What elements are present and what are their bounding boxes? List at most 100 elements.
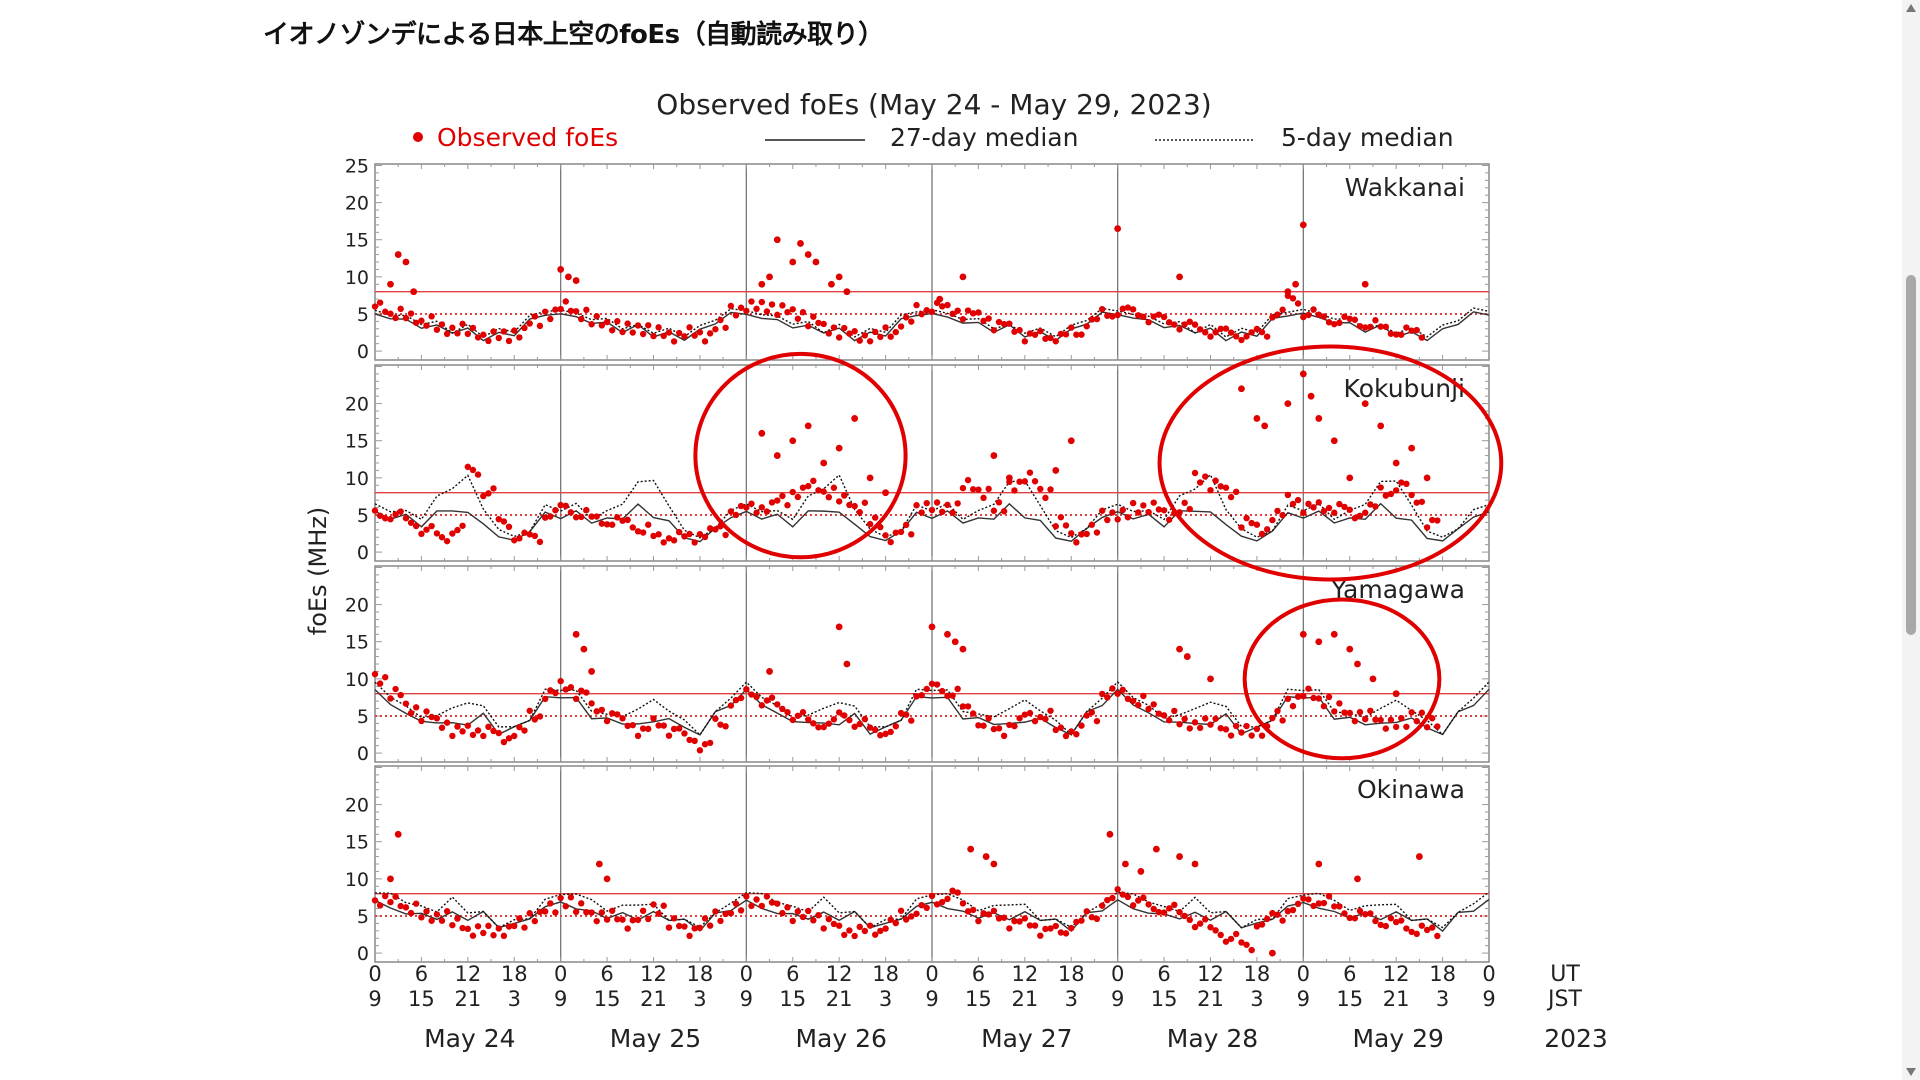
- observed-point: [982, 853, 990, 860]
- observed-point: [397, 691, 404, 699]
- observed-point: [1331, 903, 1338, 910]
- observed-point: [1052, 338, 1059, 345]
- observed-point: [995, 318, 1003, 326]
- observed-point: [624, 722, 631, 730]
- observed-point: [1269, 909, 1276, 917]
- observed-point: [949, 887, 956, 894]
- observed-point: [675, 725, 683, 732]
- observed-point: [701, 915, 709, 922]
- observed-point: [1062, 522, 1070, 529]
- observed-point: [841, 492, 848, 499]
- observed-point: [1191, 719, 1199, 726]
- scroll-up-icon[interactable]: [1906, 4, 1916, 12]
- observed-point: [990, 725, 998, 733]
- observed-point: [567, 307, 575, 315]
- observed-point: [660, 902, 667, 909]
- observed-point: [1403, 723, 1410, 730]
- observed-point: [1052, 726, 1059, 734]
- observed-point: [1021, 711, 1029, 718]
- observed-point: [1387, 330, 1395, 337]
- observed-point: [1274, 311, 1281, 318]
- scrollbar-thumb[interactable]: [1906, 275, 1916, 635]
- vertical-scrollbar[interactable]: [1902, 0, 1920, 1080]
- observed-point: [675, 528, 683, 536]
- observed-point: [603, 875, 611, 883]
- observed-point: [722, 910, 729, 918]
- observed-point: [1037, 932, 1044, 939]
- observed-point: [887, 916, 894, 923]
- observed-point: [1377, 323, 1384, 330]
- observed-point: [882, 489, 889, 497]
- observed-point: [737, 304, 745, 311]
- observed-point: [397, 305, 404, 313]
- observed-point: [418, 530, 425, 538]
- observed-point: [1279, 306, 1286, 313]
- observed-point: [1429, 715, 1436, 722]
- observed-point: [660, 332, 667, 340]
- observed-point: [748, 902, 755, 910]
- observed-point: [1160, 313, 1168, 321]
- observed-point: [1011, 487, 1018, 494]
- y-tick-label: 0: [357, 743, 369, 765]
- observed-point: [516, 915, 523, 922]
- observed-point: [552, 306, 559, 313]
- observed-point: [892, 328, 899, 336]
- observed-point: [1155, 311, 1163, 318]
- observed-point: [495, 729, 502, 737]
- observed-point: [402, 258, 410, 266]
- observed-point: [608, 327, 616, 334]
- observed-point: [536, 908, 544, 916]
- observed-point: [1207, 924, 1214, 931]
- observed-point: [655, 910, 662, 917]
- scroll-down-icon[interactable]: [1906, 1068, 1916, 1076]
- observed-point: [696, 530, 704, 538]
- observed-point: [902, 711, 910, 718]
- observed-point: [1016, 715, 1023, 722]
- median-27day-line: [374, 502, 1490, 543]
- observed-point: [1145, 319, 1152, 326]
- observed-point: [480, 732, 487, 740]
- observed-point: [1351, 515, 1359, 522]
- observed-point: [882, 730, 889, 738]
- observed-point: [1176, 645, 1183, 653]
- observed-point: [1145, 901, 1152, 908]
- observed-point: [449, 530, 456, 537]
- observed-point: [1217, 483, 1224, 490]
- observed-point: [1369, 675, 1377, 683]
- jst-label: JST: [1546, 987, 1582, 1012]
- observed-point: [557, 266, 565, 273]
- observed-point: [608, 521, 616, 528]
- observed-point: [1315, 638, 1323, 646]
- observed-point: [1253, 415, 1261, 422]
- observed-point: [815, 319, 822, 327]
- legend: Observed foEs 27-day median 5-day median: [413, 123, 1454, 152]
- observed-point: [928, 892, 936, 900]
- observed-point: [825, 720, 833, 727]
- observed-point: [645, 725, 652, 733]
- observed-point: [1292, 280, 1299, 288]
- observed-point: [732, 312, 740, 319]
- observed-point: [969, 710, 977, 717]
- observed-point: [1098, 507, 1106, 514]
- observed-point: [789, 716, 796, 724]
- observed-point: [985, 315, 992, 322]
- observed-point: [443, 719, 451, 726]
- observed-point: [985, 715, 992, 722]
- observed-point: [1336, 500, 1343, 508]
- observed-point: [1408, 928, 1415, 936]
- observed-point: [843, 288, 851, 296]
- observed-point: [1331, 708, 1338, 715]
- observed-point: [650, 332, 657, 340]
- observed-point: [1196, 724, 1204, 732]
- observed-point: [897, 709, 905, 717]
- observed-point: [810, 477, 817, 485]
- annotation-ellipse: [1157, 344, 1504, 582]
- observed-point: [784, 708, 791, 716]
- observed-point: [1114, 225, 1122, 232]
- observed-point: [1253, 521, 1261, 528]
- observed-point: [469, 324, 477, 332]
- observed-point: [820, 488, 827, 495]
- observed-point: [691, 925, 698, 932]
- observed-point: [1176, 273, 1183, 281]
- x-tick-ut: 6: [1343, 962, 1356, 986]
